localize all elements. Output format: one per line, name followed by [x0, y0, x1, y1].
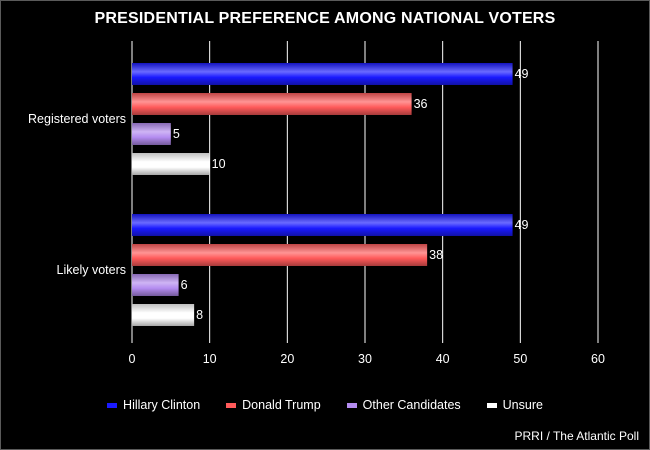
x-tick-label: 60 [591, 352, 605, 366]
legend-label: Unsure [502, 398, 543, 412]
x-tick-label: 0 [129, 352, 136, 366]
bar-other-candidates [132, 123, 171, 145]
data-label: 8 [196, 308, 203, 322]
legend-item: Hillary Clinton [107, 398, 200, 412]
bar-other-candidates [132, 274, 179, 296]
gridlines [131, 41, 599, 343]
data-label: 6 [181, 278, 188, 292]
x-tick-label: 10 [203, 352, 217, 366]
category-label: Likely voters [57, 263, 126, 277]
legend-label: Other Candidates [362, 398, 461, 412]
legend-swatch [346, 402, 357, 408]
source-note: PRRI / The Atlantic Poll [514, 429, 640, 443]
legend-label: Hillary Clinton [123, 398, 201, 412]
legend-item: Unsure [486, 398, 543, 412]
data-label: 38 [429, 248, 443, 262]
legend-swatch [107, 402, 118, 408]
bar-donald-trump [132, 93, 412, 115]
legend: Hillary Clinton Donald Trump Other Candida… [1, 398, 649, 412]
x-tick-label: 40 [436, 352, 450, 366]
data-label: 5 [173, 127, 180, 141]
legend-label: Donald Trump [242, 398, 321, 412]
bar-hillary-clinton [132, 63, 513, 85]
bar-unsure [132, 153, 210, 175]
labels: 0 10 20 30 40 50 60 49 36 5 10 Registered voters 49 3… [28, 67, 605, 366]
data-label: 49 [515, 218, 529, 232]
bar-unsure [132, 304, 195, 326]
data-label: 36 [414, 97, 428, 111]
legend-item: Other Candidates [346, 398, 461, 412]
x-tick-label: 50 [513, 352, 527, 366]
data-label: 10 [212, 157, 226, 171]
legend-swatch [486, 402, 497, 408]
bar-hillary-clinton [132, 214, 513, 236]
chart-title: PRESIDENTIAL PREFERENCE AMONG NATIONAL V… [94, 10, 556, 27]
data-label: 49 [515, 67, 529, 81]
x-tick-label: 30 [358, 352, 372, 366]
legend-item: Donald Trump [226, 398, 321, 412]
x-tick-label: 20 [280, 352, 294, 366]
legend-swatch [226, 402, 237, 408]
bars [132, 63, 513, 326]
category-label: Registered voters [28, 112, 126, 126]
bar-donald-trump [132, 244, 428, 266]
